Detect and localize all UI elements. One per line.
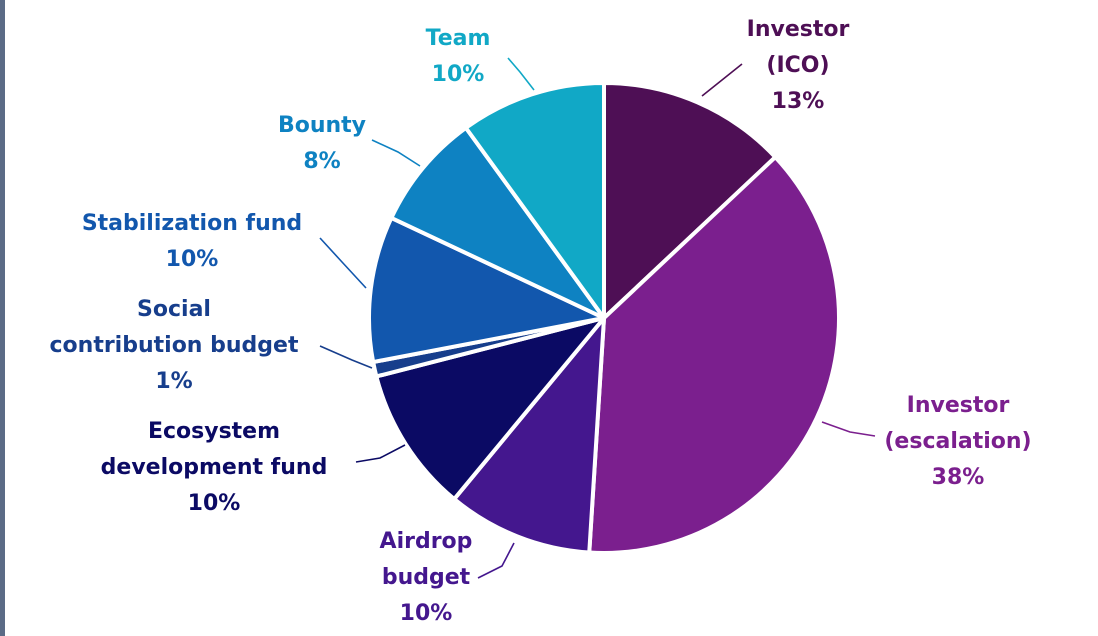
slice-label-0-line-1: (ICO) [766,53,829,78]
slice-label-3: Ecosystem development fund 10% [101,419,328,516]
leader-line-7 [507,57,535,91]
slice-label-2-line-0: Airdrop [380,529,473,554]
slice-label-3-line-1: development fund [101,455,328,480]
slice-label-1-line-0: Investor [907,393,1010,418]
slice-label-7-line-1: 10% [432,62,485,87]
leader-line-2 [477,542,515,579]
slice-label-4-line-2: 1% [155,369,192,394]
slice-label-3-line-2: 10% [188,491,241,516]
slice-label-5-line-1: 10% [166,247,219,272]
slice-label-4-line-1: contribution budget [50,333,299,358]
pie-slice-1 [587,155,842,555]
slice-label-6-line-1: 8% [303,149,340,174]
slice-label-2: Airdrop budget 10% [380,529,473,626]
pie-slice-7 [463,81,606,320]
leader-line-5 [319,237,367,289]
slice-label-2-line-1: budget [382,565,471,590]
slice-label-6: Bounty 8% [278,113,366,174]
slice-label-0-line-0: Investor [747,17,850,42]
slice-label-1-line-1: (escalation) [884,429,1031,454]
leader-line-6 [371,139,421,167]
slice-label-4-line-0: Social [137,297,211,322]
slice-label-4: Social contribution budget 1% [50,297,299,394]
slice-label-1-line-2: 38% [932,465,985,490]
slice-label-3-line-0: Ecosystem [148,419,280,444]
slice-label-0: Investor (ICO) 13% [747,17,850,114]
leader-line-0 [701,63,743,97]
left-border [0,0,5,636]
slice-label-5: Stabilization fund 10% [82,211,302,272]
slice-label-5-line-0: Stabilization fund [82,211,302,236]
pie-slice-6 [389,125,606,320]
leader-line-4 [319,345,373,369]
slice-label-7-line-0: Team [426,26,491,51]
leader-line-1 [821,421,876,437]
slice-label-0-line-2: 13% [772,89,825,114]
pie-labels: Investor (ICO) 13% Investor (escalation) 38% A… [50,17,1032,626]
pie-slice-5 [367,215,606,365]
pie-slice-2 [452,316,606,555]
pie-slices [367,81,842,555]
pie-slice-0 [602,81,778,320]
slice-label-2-line-2: 10% [400,601,453,626]
leader-line-3 [355,444,406,463]
slice-label-1: Investor (escalation) 38% [884,393,1031,490]
slice-label-7: Team 10% [426,26,491,87]
slice-label-6-line-0: Bounty [278,113,366,138]
